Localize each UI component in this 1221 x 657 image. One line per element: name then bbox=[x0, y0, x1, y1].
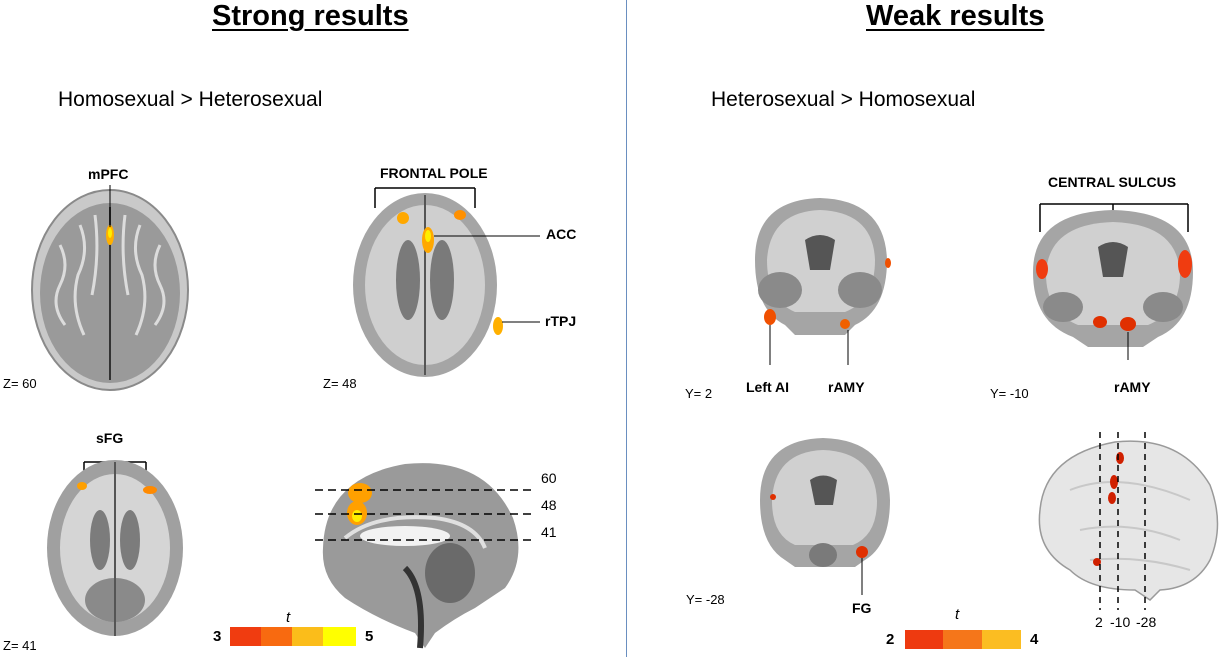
coronal-slice-y2 bbox=[755, 198, 891, 365]
right-colorbar-min: 2 bbox=[886, 631, 895, 648]
sagittal-level-60: 60 bbox=[541, 470, 557, 486]
axial-slice-z41 bbox=[47, 460, 183, 636]
coord-z60: Z= 60 bbox=[3, 376, 37, 391]
coord-y-28: Y= -28 bbox=[686, 592, 725, 607]
coord-y-10: Y= -10 bbox=[990, 386, 1029, 401]
coronal-slice-y-28 bbox=[760, 438, 890, 595]
label-central-sulcus: CENTRAL SULCUS bbox=[1048, 174, 1177, 190]
label-rtpj: rTPJ bbox=[545, 313, 577, 329]
render-level-minus-10: -10 bbox=[1110, 614, 1131, 630]
label-mpfc: mPFC bbox=[88, 166, 129, 182]
label-sfg: sFG bbox=[96, 430, 124, 446]
coord-z41: Z= 41 bbox=[3, 638, 37, 653]
render-level-minus-28: -28 bbox=[1136, 614, 1157, 630]
axial-slice-z60 bbox=[31, 185, 189, 391]
left-colorbar-max: 5 bbox=[365, 628, 374, 645]
sagittal-slice bbox=[315, 463, 533, 649]
label-fg: FG bbox=[852, 600, 872, 616]
strong-results-heading: Strong results bbox=[212, 0, 409, 32]
panel-divider bbox=[626, 0, 627, 657]
axial-slice-z48 bbox=[353, 187, 540, 377]
coord-z48: Z= 48 bbox=[323, 376, 357, 391]
label-frontal-pole: FRONTAL POLE bbox=[380, 165, 488, 181]
coord-y2: Y= 2 bbox=[685, 386, 713, 401]
right-colorbar-max: 4 bbox=[1030, 631, 1039, 648]
right-colorbar bbox=[905, 630, 1021, 649]
sagittal-level-41: 41 bbox=[541, 524, 557, 540]
weak-results-heading: Weak results bbox=[866, 0, 1045, 32]
left-colorbar-stat: t bbox=[286, 609, 291, 626]
left-colorbar-min: 3 bbox=[213, 628, 222, 645]
left-colorbar bbox=[230, 627, 356, 646]
label-left-ai: Left AI bbox=[746, 379, 790, 395]
right-contrast-label: Heterosexual > Homosexual bbox=[711, 88, 976, 111]
label-ramy-y-10: rAMY bbox=[1114, 379, 1151, 395]
3d-render-brain bbox=[1038, 432, 1219, 610]
label-ramy-y2: rAMY bbox=[828, 379, 865, 395]
label-acc: ACC bbox=[546, 226, 577, 242]
right-colorbar-stat: t bbox=[955, 606, 960, 623]
render-level-2: 2 bbox=[1095, 614, 1103, 630]
coronal-slice-y-10 bbox=[1033, 203, 1193, 360]
sagittal-level-48: 48 bbox=[541, 497, 557, 513]
left-contrast-label: Homosexual > Heterosexual bbox=[58, 88, 323, 111]
